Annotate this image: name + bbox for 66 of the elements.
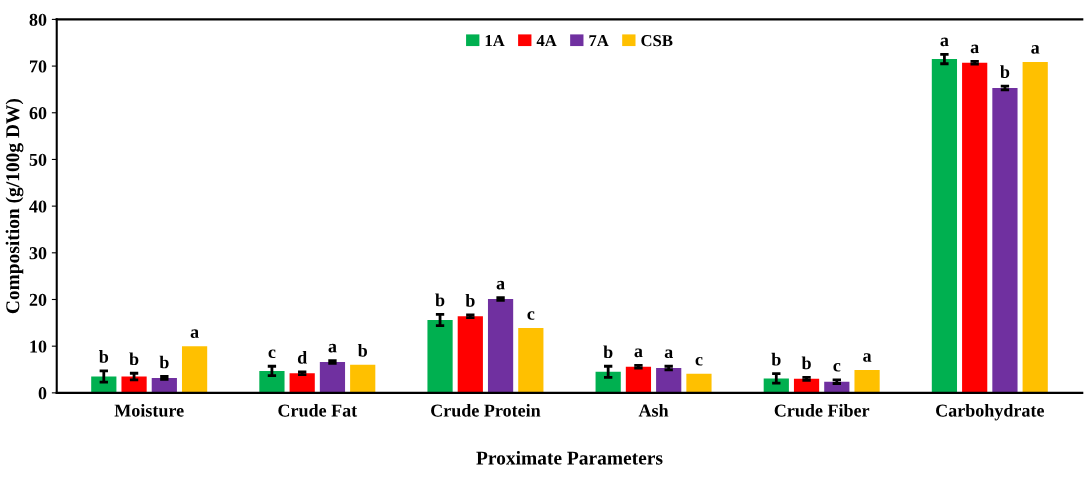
y-tick-label: 70: [29, 60, 47, 73]
data-label: b: [159, 355, 169, 369]
y-tick-label: 0: [38, 387, 47, 400]
data-label: b: [435, 293, 445, 307]
y-tick-label: 40: [29, 200, 47, 213]
x-tick-label: Crude Protein: [431, 403, 541, 417]
bar: [625, 366, 652, 393]
bar: [151, 377, 177, 393]
legend-label: 7A: [589, 35, 609, 47]
x-tick-label: Moisture: [114, 403, 184, 417]
x-tick-label: Crude Fat: [278, 403, 358, 417]
bar: [962, 62, 988, 393]
bar: [457, 316, 483, 393]
bar: [595, 371, 621, 393]
data-label: a: [496, 280, 505, 290]
y-tick-label: 80: [29, 13, 47, 26]
bar: [319, 362, 346, 393]
data-label: b: [357, 343, 367, 357]
data-label: a: [863, 353, 872, 362]
bar: [181, 346, 208, 393]
data-label: b: [603, 345, 613, 359]
data-label: b: [1000, 65, 1010, 79]
data-label: a: [328, 343, 337, 353]
x-tick-label: Carbohydrate: [936, 403, 1044, 421]
legend-label: CSB: [641, 35, 673, 47]
legend-label: 1A: [485, 35, 505, 47]
bar: [1022, 61, 1048, 393]
bar: [350, 364, 376, 393]
x-tick-label: Crude Fiber: [774, 403, 870, 417]
data-label: c: [833, 362, 841, 372]
bar: [931, 59, 958, 393]
data-label: b: [129, 352, 139, 366]
data-label: b: [465, 294, 475, 307]
legend-label: 4A: [536, 35, 557, 47]
y-tick-label: 60: [29, 107, 47, 120]
x-axis-title: Proximate Parameters: [476, 450, 663, 465]
data-label: c: [527, 311, 535, 320]
y-axis-title: Composition (g/100g DW): [5, 98, 24, 314]
data-label: a: [940, 37, 949, 47]
y-tick-label: 20: [29, 293, 47, 306]
data-label: b: [771, 352, 781, 366]
y-tick-label: 10: [30, 340, 47, 353]
y-tick-label: 50: [29, 153, 47, 166]
data-label: a: [634, 348, 643, 358]
data-label: c: [695, 356, 703, 366]
data-label: a: [970, 44, 979, 54]
data-label: a: [190, 329, 199, 339]
x-tick-label: Ash: [638, 403, 669, 417]
bar: [992, 88, 1018, 393]
bar: [121, 376, 147, 393]
data-label: d: [297, 350, 308, 364]
bar: [289, 373, 315, 393]
data-label: a: [664, 349, 673, 359]
bar: [854, 369, 880, 393]
bar: [686, 373, 712, 393]
data-label: c: [268, 349, 276, 359]
bar: [763, 378, 789, 393]
bar: [656, 368, 682, 393]
data-label: a: [1031, 45, 1040, 54]
bar: [259, 370, 285, 393]
data-label: b: [99, 350, 109, 363]
bar: [427, 320, 453, 393]
bar: [487, 299, 514, 393]
bar: [518, 327, 544, 393]
data-label: b: [801, 356, 811, 370]
y-tick-label: 30: [29, 247, 47, 260]
